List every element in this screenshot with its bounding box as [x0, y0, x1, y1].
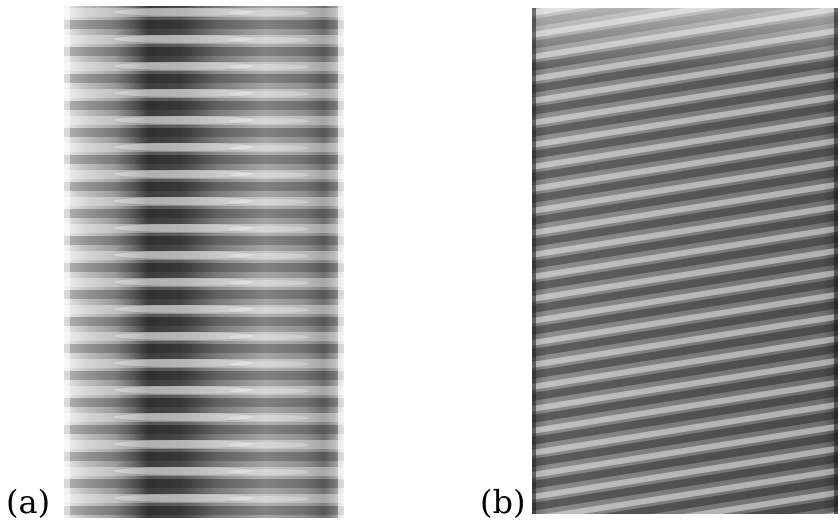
panel-b-label: (b)	[480, 483, 526, 521]
panel-a-label: (a)	[6, 483, 51, 521]
panel-b-photo	[532, 8, 838, 514]
panel-a-photo	[64, 6, 344, 518]
